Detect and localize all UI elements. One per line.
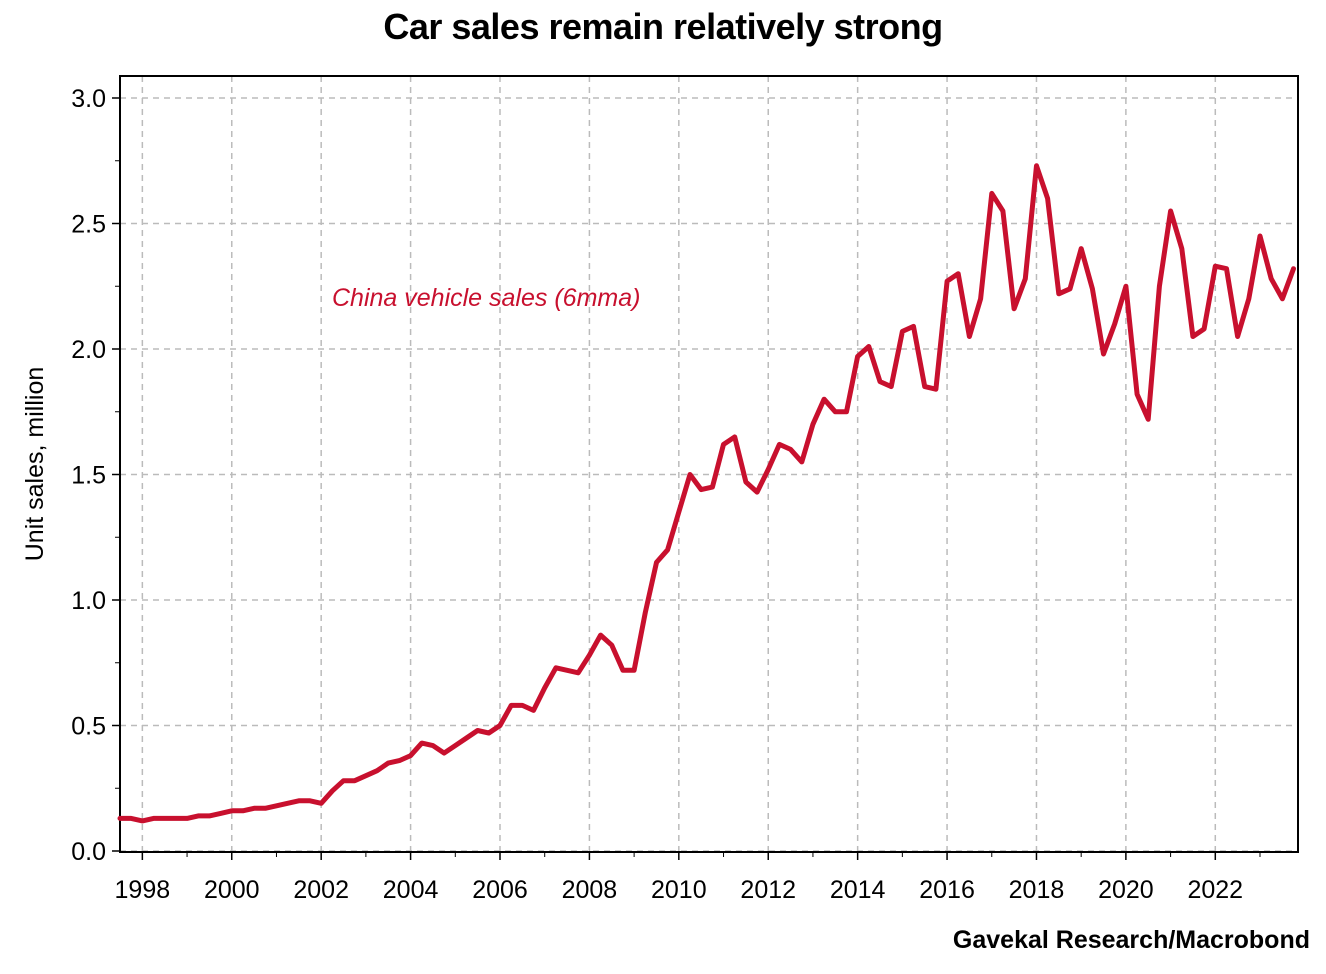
chart-title: Car sales remain relatively strong [383, 6, 943, 47]
y-tick-label: 2.5 [71, 211, 106, 239]
y-tick-label: 2.0 [71, 336, 106, 364]
source-credit: Gavekal Research/Macrobond [952, 926, 1310, 954]
x-tick-label: 2000 [204, 876, 260, 904]
x-tick-label: 2014 [830, 876, 886, 904]
x-tick-label: 2016 [919, 876, 975, 904]
y-tick-label: 0.5 [71, 713, 106, 741]
x-tick-label: 2022 [1187, 876, 1243, 904]
y-tick-label: 0.0 [71, 838, 106, 866]
x-tick-label: 2012 [740, 876, 796, 904]
y-tick-label: 3.0 [71, 85, 106, 113]
x-tick-label: 2008 [562, 876, 618, 904]
x-tick-label: 2006 [472, 876, 528, 904]
x-tick-label: 1998 [115, 876, 171, 904]
y-axis-title: Unit sales, million [21, 367, 49, 562]
x-tick-label: 2018 [1009, 876, 1065, 904]
grid [120, 76, 1298, 852]
y-tick-label: 1.5 [71, 462, 106, 490]
y-tick-label: 1.0 [71, 587, 106, 615]
x-tick-label: 2004 [383, 876, 439, 904]
x-tick-label: 2002 [293, 876, 349, 904]
series-label: China vehicle sales (6mma) [332, 284, 640, 312]
ticks: 1998 2000 2002 2004 2006 2008 2010 2012 2014 2016… [71, 85, 1261, 904]
x-tick-label: 2010 [651, 876, 707, 904]
series-line [117, 163, 1296, 824]
x-tick-label: 2020 [1098, 876, 1154, 904]
plot-frame [119, 75, 1299, 853]
